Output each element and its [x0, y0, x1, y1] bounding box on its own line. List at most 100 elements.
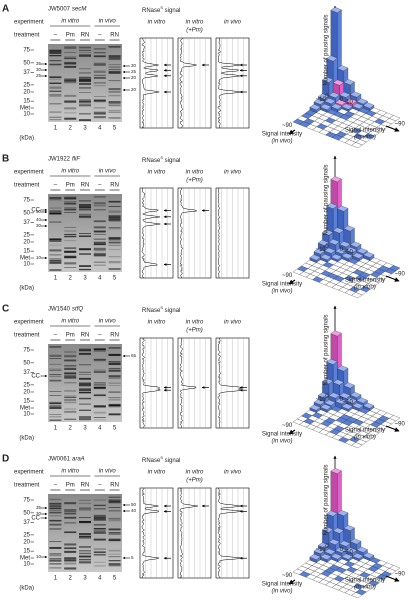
- gel-band: [79, 409, 91, 411]
- signal-title-part: RNase: [142, 8, 161, 14]
- lane-number: 4: [98, 576, 102, 582]
- bar-top: [335, 99, 347, 106]
- gel-band: [108, 507, 121, 508]
- band-label: 10: [36, 554, 42, 559]
- gel-band: [49, 375, 62, 378]
- row-label: treatment: [14, 183, 40, 189]
- gel-band: [79, 507, 91, 510]
- row-label: experiment: [14, 170, 44, 176]
- marker-label: 25: [23, 382, 30, 388]
- gel-band: [93, 220, 106, 223]
- axis-title: Signal intensity: [262, 432, 302, 438]
- gel-band: [93, 565, 106, 567]
- gel-band: [108, 510, 121, 512]
- marker-label: 10: [23, 262, 30, 268]
- band-label: 25: [36, 73, 42, 78]
- trace-title: in vivo: [224, 320, 242, 326]
- gel-band: [79, 100, 91, 102]
- signal-trace: [141, 487, 160, 579]
- gel-band: [49, 502, 62, 505]
- gel-band: [64, 107, 77, 110]
- gel-band: [79, 204, 91, 206]
- gel-band: [93, 551, 106, 554]
- bar-top: [326, 510, 338, 517]
- gel-band: [64, 251, 77, 253]
- bar-top: [336, 510, 349, 517]
- gel-band: [49, 511, 62, 513]
- band-label: 20: [131, 87, 137, 92]
- gel-band: [93, 532, 106, 534]
- lane-number: 3: [83, 126, 87, 132]
- gel-band: [49, 512, 62, 514]
- gel-band: [93, 48, 106, 50]
- gel-band: [49, 82, 62, 84]
- gel-band: [108, 70, 121, 73]
- signal-title-part: RNase: [142, 458, 161, 464]
- bar-top: [320, 404, 332, 411]
- gel-band: [93, 504, 106, 507]
- bar-top: [345, 98, 358, 105]
- gel-band: [93, 384, 106, 385]
- marker-label: 15: [23, 399, 30, 405]
- gel-band: [64, 207, 77, 209]
- cc-label: CC: [31, 374, 40, 380]
- gel-band: [93, 548, 106, 550]
- gel-band: [64, 567, 77, 569]
- axis-title: (in vivo): [271, 139, 292, 145]
- signal-trace: [141, 37, 160, 129]
- bar-top: [339, 91, 351, 98]
- experiment-label: in vitro: [61, 319, 79, 325]
- gel-band: [64, 509, 77, 511]
- axis-tick-label: ~90: [282, 573, 293, 579]
- experiment-label: in vivo: [99, 469, 117, 475]
- gel-band: [79, 384, 91, 386]
- gel-band: [108, 499, 121, 501]
- bar-top: [322, 378, 334, 385]
- gel-band: [108, 227, 121, 229]
- bar-top: [343, 525, 355, 531]
- trace-title: in vivo: [224, 470, 242, 476]
- gel-band: [64, 46, 77, 48]
- gel-band: [79, 536, 91, 539]
- gel-band: [79, 416, 91, 418]
- gel-band: [49, 541, 62, 543]
- axis-tick-label: 0: [340, 547, 344, 553]
- gel-band: [108, 66, 121, 68]
- gel-band: [79, 555, 91, 557]
- gel-band: [64, 235, 77, 238]
- gel-band: [108, 218, 121, 221]
- gel-band: [108, 217, 121, 220]
- signal-title-part: signal: [163, 458, 180, 464]
- gel-band: [64, 61, 77, 64]
- gel-band: [49, 207, 62, 209]
- gel-band: [79, 550, 91, 552]
- signal-title-part: S: [160, 305, 163, 310]
- band-label: 65: [131, 353, 137, 358]
- strain-name: JW0061: [48, 457, 71, 463]
- gel-band: [93, 100, 106, 103]
- bar-top: [356, 546, 368, 553]
- gel-band: [93, 233, 106, 235]
- gel-band: [64, 557, 77, 559]
- gel-band: [79, 546, 91, 548]
- gel-band: [108, 94, 121, 97]
- axis-title: (in vivo): [271, 439, 292, 445]
- gel-band: [79, 389, 91, 392]
- signal-trace: [179, 337, 197, 429]
- gel-band: [79, 371, 91, 373]
- lane-number: 4: [98, 426, 102, 432]
- gel-band: [49, 198, 62, 201]
- gel-band: [93, 348, 106, 351]
- gel-band: [49, 94, 62, 96]
- marker-label: 50: [23, 210, 30, 216]
- gel-band: [93, 508, 106, 510]
- marker-label: 20: [23, 540, 30, 546]
- gel-band: [108, 564, 121, 567]
- axis-tick-label: ~90: [282, 123, 293, 129]
- gel-band: [49, 103, 62, 105]
- gel-band: [64, 396, 77, 399]
- experiment-label: in vivo: [99, 169, 117, 175]
- experiment-label: in vivo: [99, 19, 117, 25]
- band-label: 50: [131, 502, 137, 507]
- band-label: 50: [36, 209, 42, 214]
